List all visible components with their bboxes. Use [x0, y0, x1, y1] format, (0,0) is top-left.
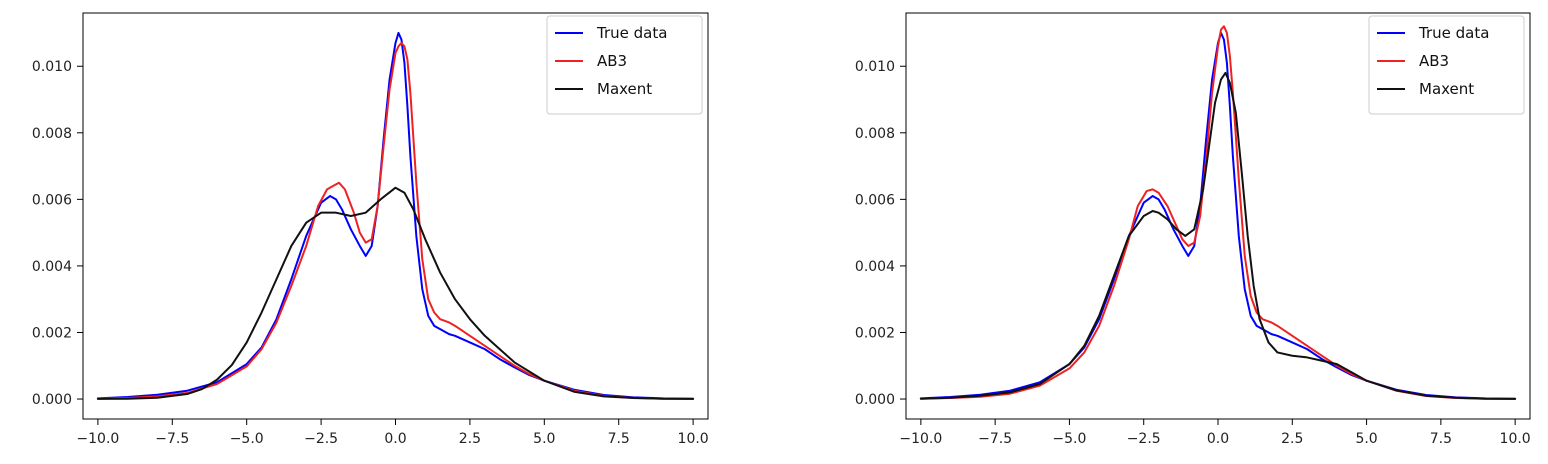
- legend-label-ab3: AB3: [1419, 52, 1449, 70]
- series-line-maxent: [96, 186, 695, 400]
- y-tick-label: 0.002: [32, 325, 72, 341]
- legend-label-true-data: True data: [1418, 24, 1489, 42]
- series-line-ab3: [919, 25, 1517, 400]
- legend: True data AB3 Maxent: [546, 15, 703, 115]
- x-tick-label: −7.5: [155, 431, 189, 447]
- x-tick-label: 7.5: [608, 431, 630, 447]
- legend-label-true-data: True data: [596, 24, 667, 42]
- x-tick-label: 5.0: [533, 431, 555, 447]
- y-tick-label: 0.006: [32, 192, 72, 208]
- x-tick-label: 2.5: [459, 431, 481, 447]
- legend: True data AB3 Maxent: [1368, 15, 1525, 115]
- legend-box: [546, 15, 703, 115]
- y-tick-label: 0.008: [32, 126, 72, 142]
- x-tick-label: −7.5: [978, 431, 1012, 447]
- legend-label-ab3: AB3: [597, 52, 627, 70]
- x-tick-label: 0.0: [384, 431, 406, 447]
- y-tick-label: 0.010: [855, 59, 895, 75]
- x-tick-label: 2.5: [1281, 431, 1303, 447]
- x-tick-label: 7.5: [1430, 431, 1452, 447]
- legend-label-maxent: Maxent: [1419, 80, 1474, 98]
- x-tick-label: 10.0: [1500, 431, 1531, 447]
- y-tick-label: 0.010: [32, 59, 72, 75]
- x-tick-label: −10.0: [76, 431, 119, 447]
- series-line-true-data: [96, 31, 695, 400]
- legend-box: [1368, 15, 1525, 115]
- series-line-maxent: [919, 71, 1517, 400]
- chart-panel-2: −10.0 −7.5 −5.0 −2.5 0.0 2.5 5.0 7.5 10.0 0.000 0.…: [855, 12, 1531, 447]
- y-tick-label: 0.004: [855, 259, 895, 275]
- y-tick-label: 0.008: [855, 126, 895, 142]
- chart-panel-1: −10.0 −7.5 −5.0 −2.5 0.0 2.5 5.0 7.5 10.0 0.000 0.…: [32, 12, 709, 447]
- x-tick-label: 0.0: [1207, 431, 1229, 447]
- y-tick-label: 0.000: [32, 392, 72, 408]
- y-tick-label: 0.004: [32, 259, 72, 275]
- x-tick-label: 10.0: [678, 431, 709, 447]
- x-tick-label: −5.0: [1052, 431, 1086, 447]
- x-tick-label: −2.5: [1127, 431, 1161, 447]
- plot-area: [919, 25, 1517, 400]
- y-tick-label: 0.000: [855, 392, 895, 408]
- legend-label-maxent: Maxent: [597, 80, 652, 98]
- x-tick-label: −5.0: [230, 431, 264, 447]
- y-tick-label: 0.002: [855, 325, 895, 341]
- y-tick-label: 0.006: [855, 192, 895, 208]
- x-tick-label: 5.0: [1355, 431, 1377, 447]
- x-tick-label: −10.0: [899, 431, 942, 447]
- x-tick-label: −2.5: [304, 431, 338, 447]
- series-line-ab3: [96, 41, 695, 400]
- plot-area: [96, 31, 695, 400]
